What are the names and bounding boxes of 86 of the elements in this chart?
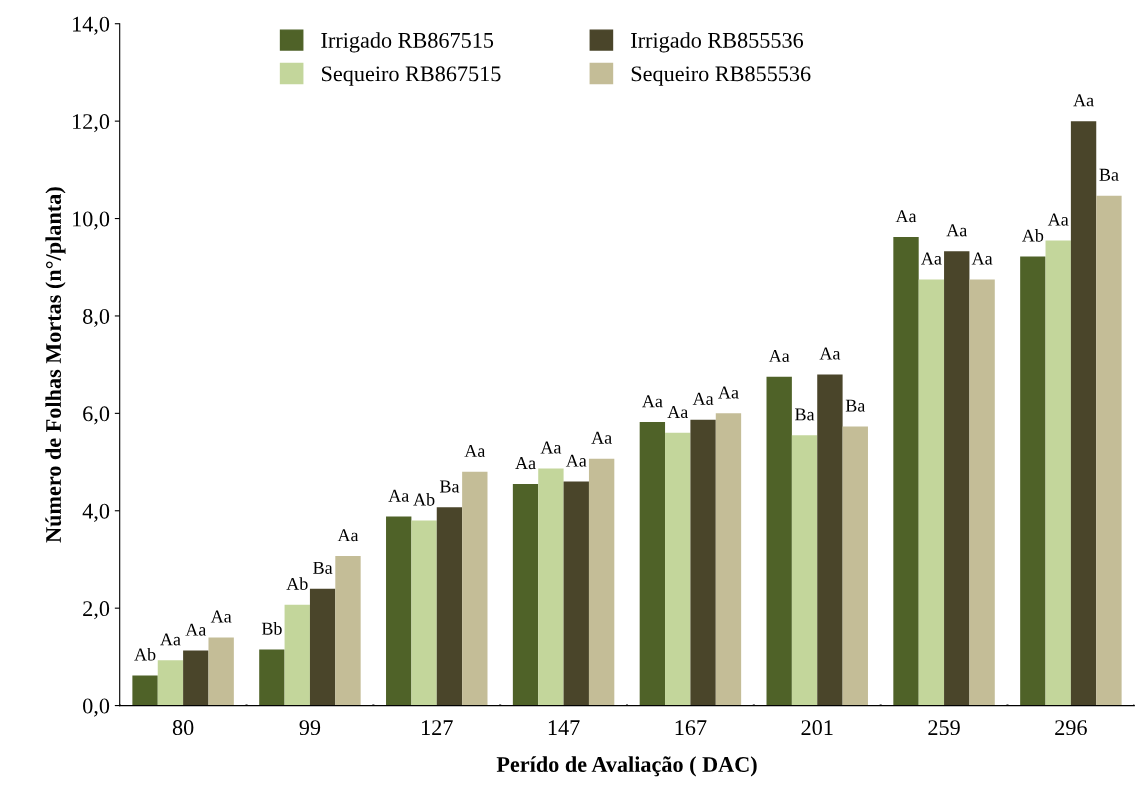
bar xyxy=(157,660,184,706)
y-tick-label: 6,0 xyxy=(83,406,110,425)
bar xyxy=(132,675,158,706)
data-label: Aa xyxy=(718,386,739,399)
bar xyxy=(1096,195,1122,706)
data-label: Aa xyxy=(515,457,536,470)
data-label: Aa xyxy=(667,405,689,419)
y-tick-label: 4,0 xyxy=(82,503,110,522)
data-label: Aa xyxy=(160,633,181,646)
data-label: Bb xyxy=(261,622,282,635)
x-tick-label: 167 xyxy=(675,720,707,736)
bar xyxy=(817,374,843,706)
data-label: Aa xyxy=(210,610,232,623)
bar xyxy=(284,604,310,706)
data-label: Ba xyxy=(795,408,815,421)
bar xyxy=(766,376,792,706)
bar xyxy=(563,481,589,706)
y-tick-label: 0,0 xyxy=(83,698,110,717)
bar xyxy=(183,650,209,706)
x-tick-label: 259 xyxy=(928,720,960,736)
bar xyxy=(538,468,564,706)
data-label: Aa xyxy=(540,441,562,454)
bar xyxy=(1045,240,1071,706)
bar xyxy=(969,279,995,706)
data-label: Ba xyxy=(1099,168,1119,181)
bar xyxy=(208,637,234,706)
bar xyxy=(512,483,539,706)
legend-label: Irrigado RB855536 xyxy=(631,32,804,53)
legend-label: Sequeiro RB867515 xyxy=(322,66,501,86)
bar xyxy=(588,458,615,706)
x-tick-label: 296 xyxy=(1055,720,1087,736)
legend-label: Irrigado RB867515 xyxy=(321,32,494,53)
data-label: Ba xyxy=(439,480,460,493)
data-label: Aa xyxy=(185,623,207,636)
x-tick-label: 80 xyxy=(172,720,194,736)
x-tick-label: 127 xyxy=(422,720,453,735)
bar xyxy=(690,419,716,706)
bar xyxy=(386,516,412,706)
data-label: Ab xyxy=(286,577,308,590)
data-label: Ba xyxy=(845,399,866,412)
bar xyxy=(309,588,336,706)
y-tick-label: 12,0 xyxy=(73,114,110,133)
bar xyxy=(944,251,970,706)
y-tick-label: 2,0 xyxy=(83,601,110,620)
data-label: Ab xyxy=(1021,229,1044,242)
y-tick-label: 10,0 xyxy=(73,211,110,230)
bar xyxy=(335,556,361,706)
bar xyxy=(918,279,945,706)
data-label: Aa xyxy=(1047,213,1069,226)
data-label: Aa xyxy=(464,444,486,458)
x-tick-label: 201 xyxy=(801,720,833,736)
bar xyxy=(1020,256,1046,706)
data-label: Aa xyxy=(692,392,714,405)
data-label: Aa xyxy=(642,395,663,408)
x-tick-label: 147 xyxy=(548,720,580,735)
data-label: Aa xyxy=(768,349,790,363)
bar xyxy=(791,435,818,706)
bar xyxy=(411,520,437,706)
y-tick-label: 14,0 xyxy=(73,16,110,35)
data-label: Ab xyxy=(134,647,156,661)
data-label: Aa xyxy=(946,224,968,237)
bar xyxy=(436,507,463,706)
x-axis-title: Perído de Avaliação ( DAC) xyxy=(496,756,757,777)
data-label: Aa xyxy=(565,454,587,467)
bar xyxy=(259,649,285,706)
data-label: Aa xyxy=(921,252,942,265)
data-label: Aa xyxy=(971,252,993,265)
data-label: Aa xyxy=(1073,94,1094,107)
data-label: Ab xyxy=(413,493,435,506)
bar xyxy=(842,426,868,706)
data-label: Ba xyxy=(313,561,333,574)
data-label: Aa xyxy=(819,347,841,360)
bar xyxy=(893,237,919,706)
data-label: Aa xyxy=(895,210,917,223)
data-label: Aa xyxy=(591,431,612,444)
x-tick-label: 99 xyxy=(299,720,321,736)
bar xyxy=(462,471,488,706)
bar xyxy=(665,432,691,706)
data-label: Aa xyxy=(388,489,409,502)
legend-label: Sequeiro RB855536 xyxy=(631,66,811,86)
y-axis-title: Número de Folhas Mortas (n°/planta) xyxy=(45,187,66,543)
y-tick-label: 8,0 xyxy=(83,308,110,328)
data-label: Aa xyxy=(337,529,359,542)
bar xyxy=(1070,121,1097,706)
bar xyxy=(715,413,742,706)
bar xyxy=(639,422,666,706)
